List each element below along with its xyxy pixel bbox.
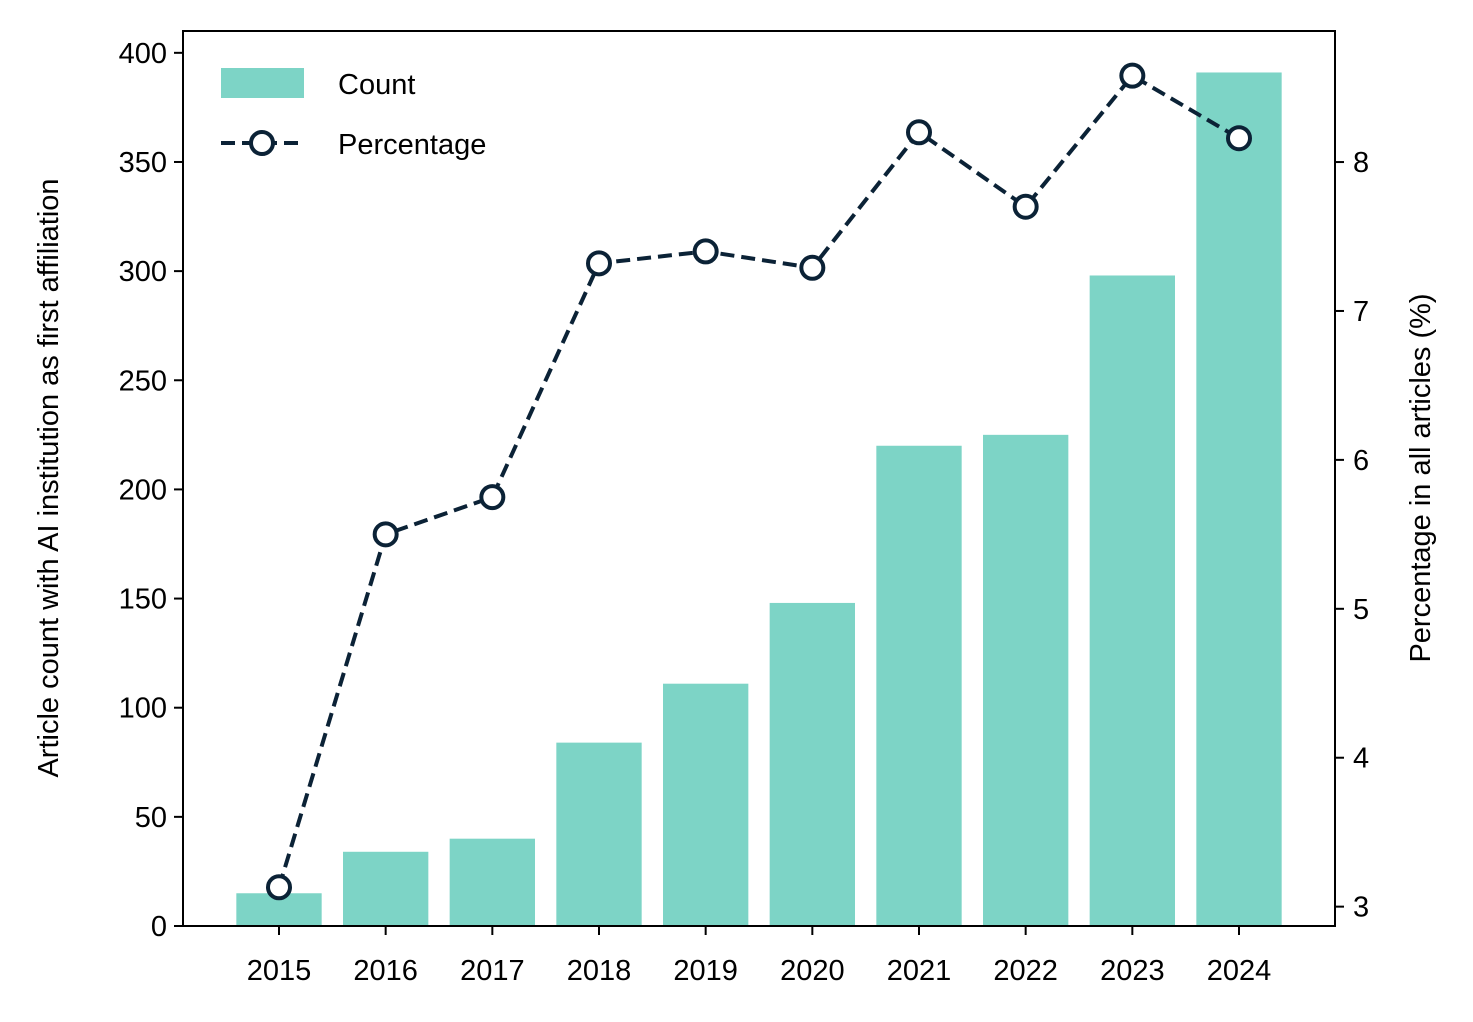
percentage-line — [277, 73, 1241, 888]
x-tick-label: 2024 — [1207, 955, 1272, 987]
axes-layer — [182, 30, 1336, 927]
percentage-point-2020 — [799, 254, 826, 281]
percentage-point-2022 — [1012, 193, 1039, 220]
y-right-tick-label: 6 — [1353, 445, 1369, 477]
y-right-tick-label: 5 — [1353, 594, 1369, 626]
y-left-tick-label: 400 — [119, 38, 167, 70]
x-tick-label: 2019 — [673, 955, 738, 987]
x-tick-label: 2022 — [993, 955, 1058, 987]
x-tick-label: 2020 — [780, 955, 845, 987]
y-axis-right-title: Percentage in all articles (%) — [1405, 293, 1437, 662]
x-tick-label: 2016 — [353, 955, 418, 987]
legend-label-count: Count — [338, 69, 415, 101]
x-tick-label: 2021 — [887, 955, 952, 987]
bar-2017 — [449, 838, 535, 926]
y-right-tick-label: 8 — [1353, 147, 1369, 179]
y-left-tick-label: 150 — [119, 584, 167, 616]
y-axis-left-title: Article count with AI institution as fir… — [33, 178, 65, 777]
y-left-tick-label: 200 — [119, 474, 167, 506]
y-left-tick-label: 250 — [119, 365, 167, 397]
line-layer — [266, 62, 1252, 901]
bar-2018 — [556, 742, 642, 926]
y-left-tick-label: 50 — [135, 802, 167, 834]
percentage-point-2021 — [906, 119, 932, 146]
percentage-point-2023 — [1119, 62, 1146, 89]
legend-swatch-count — [221, 68, 304, 98]
bar-2016 — [343, 851, 429, 926]
y-left-tick-label: 100 — [119, 693, 167, 725]
x-tick-label: 2018 — [567, 955, 632, 987]
bar-2019 — [663, 683, 749, 926]
legend-label-percentage: Percentage — [338, 129, 486, 161]
percentage-point-2017 — [479, 484, 506, 511]
x-tick-label: 2015 — [247, 955, 312, 987]
legend: Count Percentage — [221, 68, 486, 161]
y-left-tick-label: 350 — [119, 147, 167, 179]
percentage-point-2018 — [586, 250, 612, 277]
percentage-point-2016 — [372, 521, 399, 548]
y-right-tick-label: 7 — [1353, 296, 1369, 328]
y-right-tick-label: 4 — [1353, 743, 1369, 775]
bar-2020 — [769, 602, 855, 926]
x-tick-label: 2017 — [460, 955, 525, 987]
bar-2022 — [983, 434, 1069, 926]
y-right-tick-label: 3 — [1353, 892, 1369, 924]
legend-marker-percentage — [249, 130, 275, 156]
ticks-layer: 2015 2016 2017 2018 2019 2020 2021 2022 2023 2024… — [119, 38, 1370, 987]
bar-2024 — [1196, 72, 1282, 927]
plot-frame — [182, 30, 1336, 927]
x-tick-label: 2023 — [1100, 955, 1165, 987]
y-left-tick-label: 300 — [119, 256, 167, 288]
percentage-point-2019 — [692, 238, 719, 265]
bars-layer — [236, 72, 1282, 927]
bar-2023 — [1089, 275, 1175, 926]
bar-2021 — [876, 445, 962, 926]
percentage-point-2015 — [266, 874, 292, 901]
percentage-point-2024 — [1226, 125, 1252, 152]
y-left-tick-label: 0 — [151, 911, 167, 943]
